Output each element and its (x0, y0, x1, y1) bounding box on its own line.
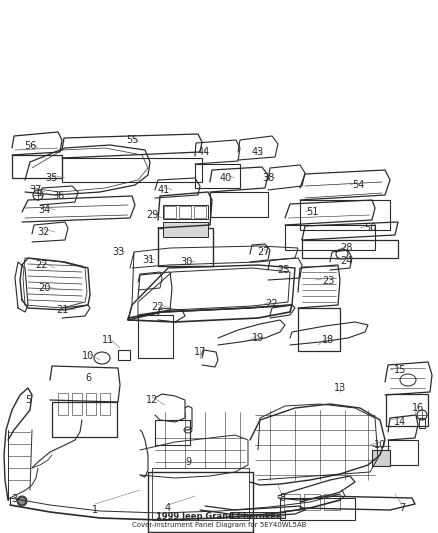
Text: 3: 3 (11, 494, 17, 504)
Text: 13: 13 (334, 383, 346, 393)
Text: 50: 50 (364, 223, 376, 233)
Text: 38: 38 (262, 173, 274, 183)
Text: 36: 36 (52, 191, 64, 201)
Text: 51: 51 (306, 207, 318, 217)
Text: 22: 22 (266, 299, 278, 309)
Text: 22: 22 (152, 302, 164, 312)
Text: 16: 16 (412, 403, 424, 413)
Text: 54: 54 (352, 180, 364, 190)
Bar (86, 393, 96, 415)
Bar (152, 468, 249, 520)
Text: 8: 8 (279, 493, 285, 503)
Text: 20: 20 (38, 283, 50, 293)
Text: 35: 35 (46, 173, 58, 183)
Bar (179, 206, 191, 218)
Text: 28: 28 (340, 243, 352, 253)
Bar (100, 393, 110, 415)
Bar (164, 206, 176, 218)
Text: 22: 22 (36, 260, 48, 270)
Bar (386, 394, 428, 426)
Text: 1999 Jeep Grand Cherokee: 1999 Jeep Grand Cherokee (156, 512, 282, 521)
Bar (148, 472, 253, 532)
Text: 10: 10 (82, 351, 94, 361)
Text: 23: 23 (322, 276, 334, 286)
Bar (388, 440, 418, 465)
Bar (285, 225, 375, 250)
Bar (195, 164, 240, 188)
Bar (210, 192, 268, 217)
Bar (62, 158, 202, 182)
Text: 34: 34 (38, 205, 50, 215)
Text: Cover-Instrument Panel Diagram for 5EY40WL5AB: Cover-Instrument Panel Diagram for 5EY40… (132, 522, 306, 528)
Text: 33: 33 (112, 247, 124, 257)
Bar (52, 402, 117, 437)
Text: 24: 24 (340, 256, 352, 266)
Text: 14: 14 (394, 417, 406, 427)
Text: 10: 10 (374, 440, 386, 450)
Text: 32: 32 (38, 227, 50, 237)
Text: 9: 9 (185, 457, 191, 467)
Bar (138, 315, 173, 358)
Text: 7: 7 (399, 503, 405, 513)
Bar (58, 393, 68, 415)
Bar (298, 308, 340, 351)
Text: 40: 40 (220, 173, 232, 183)
Text: 27: 27 (258, 247, 270, 257)
Bar (300, 200, 390, 230)
Bar (372, 450, 390, 466)
Text: 56: 56 (24, 141, 36, 151)
Bar (163, 222, 208, 237)
Text: 15: 15 (394, 365, 406, 375)
Text: 37: 37 (29, 185, 41, 195)
Text: 17: 17 (194, 347, 206, 357)
Bar (158, 228, 213, 266)
Bar (230, 512, 285, 518)
Text: 21: 21 (56, 305, 68, 315)
Bar (155, 420, 190, 445)
Bar (284, 494, 300, 510)
Bar (302, 240, 398, 258)
Text: 30: 30 (180, 257, 192, 267)
Bar (324, 494, 340, 510)
Text: 18: 18 (322, 335, 334, 345)
Ellipse shape (17, 496, 27, 506)
Bar (163, 205, 208, 219)
Text: 4: 4 (165, 503, 171, 513)
Text: 11: 11 (102, 335, 114, 345)
Bar (280, 498, 355, 520)
Text: 6: 6 (85, 373, 91, 383)
Text: 5: 5 (25, 395, 31, 405)
Text: 41: 41 (158, 185, 170, 195)
Text: 19: 19 (252, 333, 264, 343)
Bar (72, 393, 82, 415)
Bar (12, 155, 62, 178)
Text: 55: 55 (126, 135, 138, 145)
Bar (304, 494, 320, 510)
Text: 31: 31 (142, 255, 154, 265)
Text: 25: 25 (278, 265, 290, 275)
Ellipse shape (18, 497, 26, 505)
Text: 12: 12 (146, 395, 158, 405)
Bar (419, 418, 425, 428)
Bar (194, 206, 206, 218)
Bar (118, 350, 130, 360)
Text: 43: 43 (252, 147, 264, 157)
Text: 29: 29 (146, 210, 158, 220)
Text: 1: 1 (92, 505, 98, 515)
Text: 44: 44 (198, 147, 210, 157)
